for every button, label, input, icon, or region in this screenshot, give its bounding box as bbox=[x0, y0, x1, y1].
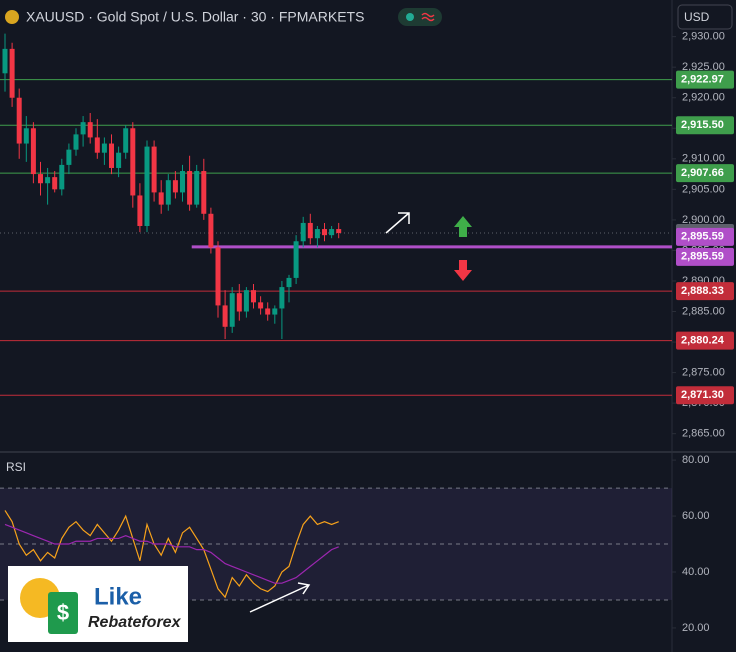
candle-body bbox=[222, 305, 228, 327]
candle-body bbox=[123, 128, 129, 153]
level-tag bbox=[676, 164, 734, 183]
candle-body bbox=[300, 222, 306, 242]
candle-body bbox=[180, 171, 185, 193]
down-arrow bbox=[454, 260, 472, 281]
candle-body bbox=[45, 177, 51, 184]
candle-body bbox=[329, 229, 335, 236]
status-pill bbox=[398, 8, 442, 26]
status-dot bbox=[406, 13, 414, 21]
candle-body bbox=[336, 229, 342, 234]
candle-body bbox=[187, 171, 193, 205]
candle-body bbox=[23, 128, 29, 144]
y-tick-label: 2,885.00 bbox=[682, 305, 725, 317]
level-tag-label: 2,915.50 bbox=[681, 119, 724, 131]
y-tick-label: 2,910.00 bbox=[682, 153, 725, 165]
candle-body bbox=[215, 247, 221, 306]
candle-body bbox=[229, 293, 235, 327]
up-arrow bbox=[454, 216, 472, 237]
rsi-title: RSI bbox=[6, 460, 26, 474]
level-tag-label: 2,922.97 bbox=[681, 73, 724, 85]
level-tag bbox=[676, 386, 734, 405]
candle-body bbox=[73, 134, 79, 150]
annotation-arrow bbox=[249, 582, 311, 613]
candle-body bbox=[165, 180, 171, 205]
candle-body bbox=[279, 287, 285, 309]
candle-body bbox=[59, 164, 65, 190]
candle-body bbox=[9, 48, 15, 98]
candle-body bbox=[130, 128, 136, 196]
annotation-arrow bbox=[385, 212, 410, 234]
y-tick-label: 60.00 bbox=[682, 510, 710, 522]
candle-body bbox=[30, 128, 36, 175]
level-tag bbox=[676, 70, 734, 89]
candle-body bbox=[307, 222, 313, 239]
level-tag-label: 2,907.66 bbox=[681, 167, 724, 179]
candle-body bbox=[286, 277, 292, 288]
y-tick-label: 2,875.00 bbox=[682, 367, 725, 379]
candle-body bbox=[208, 213, 214, 248]
candle-body bbox=[236, 293, 242, 312]
level-tag-label: 2,895.59 bbox=[681, 251, 724, 263]
y-tick-label: 2,925.00 bbox=[682, 61, 725, 73]
candle-body bbox=[322, 229, 327, 236]
level-tag-label: 2,871.30 bbox=[681, 389, 724, 401]
currency-label[interactable]: USD bbox=[684, 10, 710, 24]
candle-body bbox=[258, 302, 264, 309]
candle-body bbox=[38, 174, 43, 184]
candle-body bbox=[172, 180, 178, 193]
level-tag bbox=[676, 247, 734, 266]
logo-icon-glyph: $ bbox=[57, 600, 69, 625]
candle-body bbox=[243, 290, 249, 312]
y-tick-label: 40.00 bbox=[682, 566, 710, 578]
level-tag-label: 2,895.59 bbox=[681, 231, 724, 243]
candle-body bbox=[151, 146, 157, 193]
level-tag-label: 2,888.33 bbox=[681, 285, 724, 297]
candle-body bbox=[265, 308, 271, 315]
candle-body bbox=[94, 137, 100, 153]
logo-like: Like bbox=[94, 583, 142, 610]
status-icon bbox=[421, 12, 435, 22]
candle-body bbox=[158, 192, 164, 205]
candle-body bbox=[144, 146, 150, 226]
candle-body bbox=[80, 122, 86, 135]
y-tick-label: 2,920.00 bbox=[682, 92, 725, 104]
candle-body bbox=[137, 195, 143, 226]
candle-body bbox=[116, 152, 122, 168]
candle-body bbox=[314, 229, 320, 239]
candle-body bbox=[194, 171, 200, 205]
level-tag-label: 2,880.24 bbox=[681, 334, 725, 346]
y-tick-label: 2,865.00 bbox=[682, 428, 725, 440]
candle-body bbox=[251, 290, 256, 303]
y-tick-label: 2,905.00 bbox=[682, 183, 725, 195]
candle-body bbox=[66, 149, 72, 165]
currency-button[interactable] bbox=[677, 4, 733, 30]
candle-body bbox=[109, 143, 114, 168]
candle-body bbox=[272, 308, 278, 315]
rsi-line bbox=[4, 523, 339, 584]
logo-brand: Rebateforex bbox=[88, 614, 182, 631]
level-tag bbox=[676, 116, 734, 135]
y-tick-label: 80.00 bbox=[682, 454, 710, 466]
level-tag bbox=[676, 227, 734, 246]
candle-body bbox=[293, 241, 299, 278]
level-tag bbox=[676, 331, 734, 350]
symbol-title: XAUUSD · Gold Spot / U.S. Dollar · 30 · … bbox=[26, 9, 364, 25]
candle-body bbox=[201, 171, 207, 214]
candle-body bbox=[2, 48, 8, 74]
logo-note bbox=[48, 592, 78, 634]
candle-body bbox=[101, 143, 107, 153]
candle-body bbox=[87, 122, 93, 138]
level-tag bbox=[676, 282, 734, 301]
y-tick-label: 2,930.00 bbox=[682, 31, 725, 43]
y-tick-label: 2,900.00 bbox=[682, 214, 725, 226]
candle-body bbox=[52, 177, 58, 190]
candle-body bbox=[16, 97, 22, 144]
y-tick-label: 20.00 bbox=[682, 622, 710, 634]
symbol-icon bbox=[5, 10, 19, 24]
